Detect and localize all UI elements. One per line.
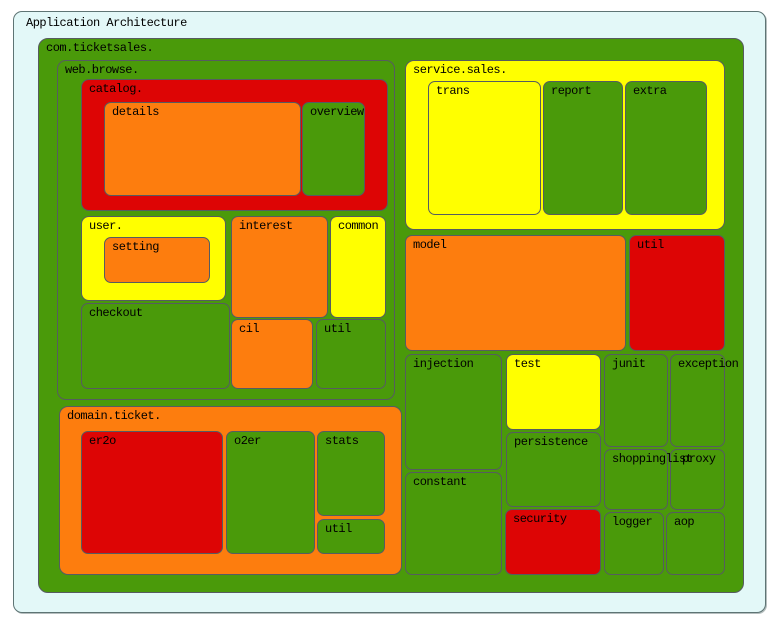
node-label: user.	[89, 219, 123, 233]
node-label: service.sales.	[413, 63, 507, 77]
node-junit[interactable]: junit	[604, 354, 668, 447]
node-shoppinglist[interactable]: shoppinglist	[604, 449, 693, 510]
node-interest[interactable]: interest	[231, 216, 328, 318]
node-er2o[interactable]: er2o	[81, 431, 223, 554]
node-label: persistence	[514, 435, 588, 449]
node-label: extra	[633, 84, 667, 98]
node-label: util	[324, 322, 351, 336]
node-exception[interactable]: exception	[670, 354, 739, 447]
node-label: util	[325, 522, 352, 536]
node-label: junit	[612, 357, 646, 371]
node-com-ticketsales[interactable]: com.ticketsales. web.browse. catalog. de…	[38, 38, 744, 593]
node-label: proxy	[682, 452, 716, 466]
node-label: shoppinglist	[612, 452, 693, 466]
node-util-web[interactable]: util	[316, 319, 386, 389]
node-label: checkout	[89, 306, 143, 320]
node-label: test	[514, 357, 541, 371]
node-label: logger	[612, 515, 653, 529]
node-label: util	[637, 238, 664, 252]
node-label: report	[551, 84, 592, 98]
window-title: Application Architecture	[26, 16, 187, 30]
node-details[interactable]: details	[104, 102, 301, 196]
node-label: trans	[436, 84, 470, 98]
node-label: security	[513, 512, 567, 526]
node-extra[interactable]: extra	[625, 81, 707, 215]
node-aop[interactable]: aop	[666, 512, 725, 575]
node-label: aop	[674, 515, 695, 529]
node-security[interactable]: security	[505, 509, 601, 575]
node-label: interest	[239, 219, 293, 233]
node-label: er2o	[89, 434, 116, 448]
node-label: exception	[678, 357, 739, 371]
node-label: o2er	[234, 434, 261, 448]
node-trans[interactable]: trans	[428, 81, 541, 215]
node-web-browse[interactable]: web.browse. catalog. details overview us…	[57, 60, 395, 400]
node-label: setting	[112, 240, 159, 254]
node-o2er[interactable]: o2er	[226, 431, 315, 554]
node-proxy[interactable]: proxy	[670, 449, 725, 510]
node-label: domain.ticket.	[67, 409, 161, 423]
node-catalog[interactable]: catalog. details overview	[81, 79, 388, 211]
node-checkout[interactable]: checkout	[81, 303, 230, 389]
node-label: constant	[413, 475, 467, 489]
node-report[interactable]: report	[543, 81, 623, 215]
node-label: stats	[325, 434, 359, 448]
node-label: cil	[239, 322, 260, 336]
node-constant[interactable]: constant	[405, 472, 502, 575]
node-setting[interactable]: setting	[104, 237, 210, 283]
node-label: common	[338, 219, 379, 233]
node-logger[interactable]: logger	[604, 512, 664, 575]
node-label: web.browse.	[65, 63, 139, 77]
node-injection[interactable]: injection	[405, 354, 502, 470]
node-util-domain[interactable]: util	[317, 519, 385, 554]
node-common[interactable]: common	[330, 216, 386, 318]
node-domain-ticket[interactable]: domain.ticket. er2o o2er stats util	[59, 406, 402, 575]
node-overview[interactable]: overview	[302, 102, 365, 196]
node-label: injection	[413, 357, 474, 371]
node-test[interactable]: test	[506, 354, 601, 430]
node-cil[interactable]: cil	[231, 319, 313, 389]
node-model[interactable]: model	[405, 235, 626, 351]
node-user[interactable]: user. setting	[81, 216, 226, 301]
node-label: model	[413, 238, 447, 252]
node-stats[interactable]: stats	[317, 431, 385, 516]
node-label: catalog.	[89, 82, 143, 96]
node-label: com.ticketsales.	[46, 41, 154, 55]
node-persistence[interactable]: persistence	[506, 432, 601, 507]
diagram-window: Application Architecture com.ticketsales…	[13, 11, 766, 613]
node-util-service[interactable]: util	[629, 235, 725, 351]
node-service-sales[interactable]: service.sales. trans report extra	[405, 60, 725, 230]
node-label: overview	[310, 105, 364, 119]
node-label: details	[112, 105, 159, 119]
